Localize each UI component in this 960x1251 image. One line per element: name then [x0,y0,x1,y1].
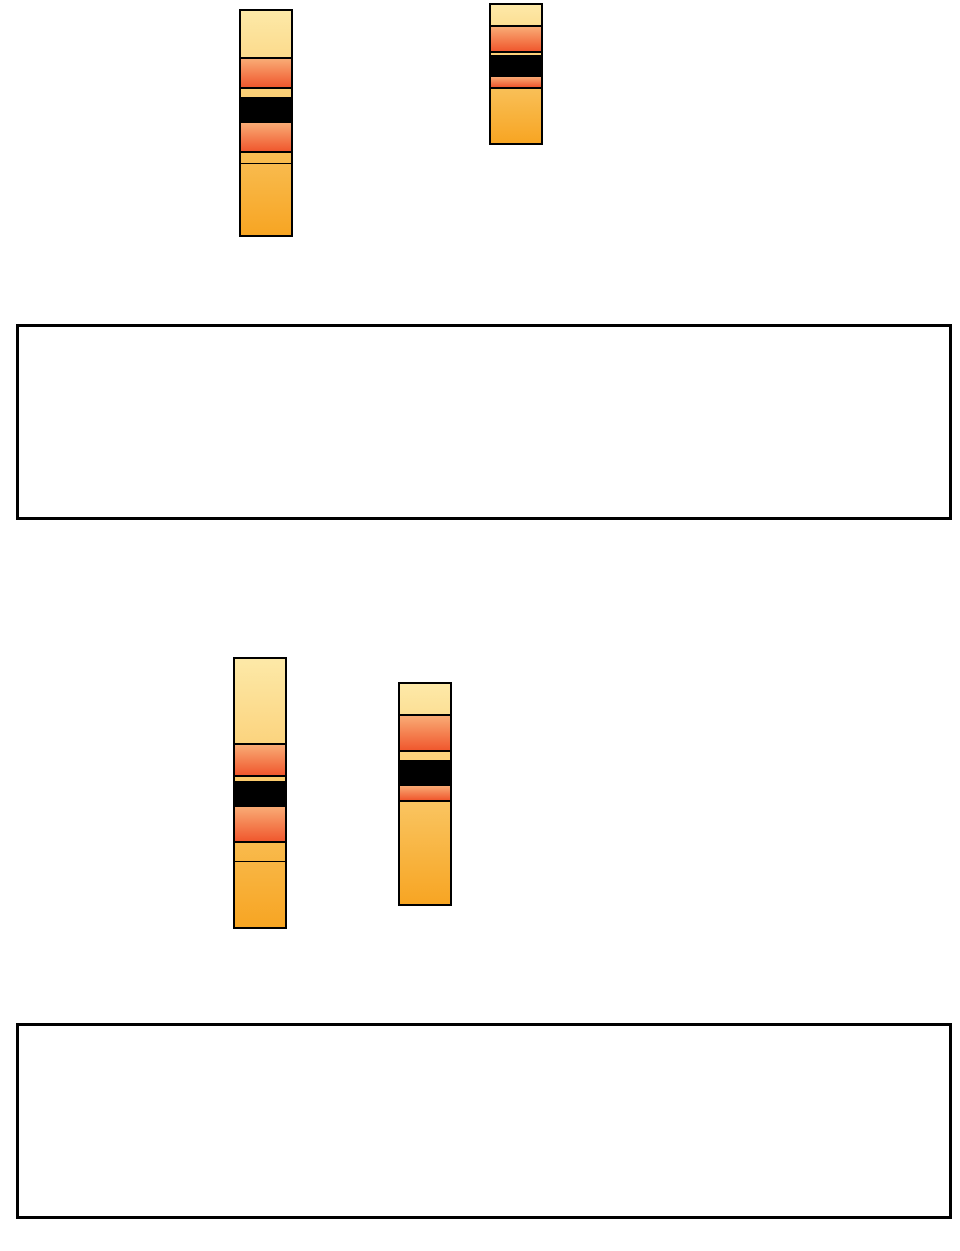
answer-box-bottom [16,1023,952,1219]
band-7 [235,861,285,862]
band-1 [400,716,450,750]
band-5 [400,786,450,800]
band-3 [491,55,541,75]
resistor-bottom-right [398,682,452,906]
band-2 [241,87,291,89]
resistor-top-left [239,9,293,237]
band-6 [241,151,291,153]
band-1 [241,59,291,87]
band-5 [235,807,285,841]
resistor-top-right [489,3,543,145]
resistor-bottom-left [233,657,287,929]
band-5 [491,77,541,87]
band-3 [235,781,285,805]
band-3 [400,760,450,784]
band-7 [241,163,291,164]
band-2 [491,51,541,53]
answer-box-top [16,324,952,520]
band-6 [235,841,285,843]
band-6 [400,800,450,802]
band-2 [400,750,450,752]
band-5 [241,123,291,151]
band-3 [241,97,291,121]
band-2 [235,775,285,777]
band-6 [491,87,541,89]
band-1 [491,27,541,51]
band-1 [235,745,285,775]
